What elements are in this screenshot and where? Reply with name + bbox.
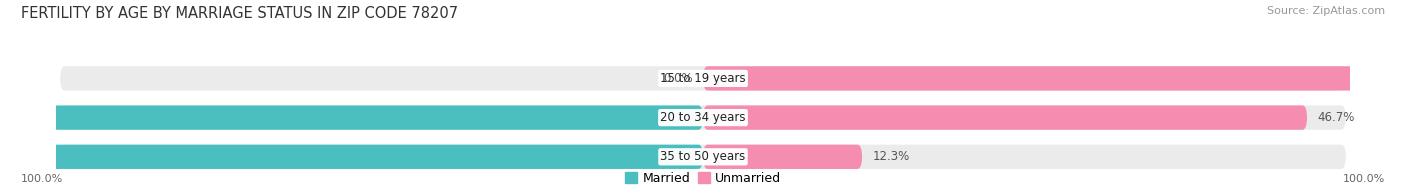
- Text: 15 to 19 years: 15 to 19 years: [661, 72, 745, 85]
- FancyBboxPatch shape: [60, 105, 1346, 130]
- FancyBboxPatch shape: [0, 145, 703, 169]
- FancyBboxPatch shape: [14, 105, 703, 130]
- Text: 53.3%: 53.3%: [18, 111, 56, 124]
- Text: 100.0%: 100.0%: [1343, 174, 1385, 184]
- Text: 0.0%: 0.0%: [664, 72, 693, 85]
- FancyBboxPatch shape: [60, 66, 1346, 91]
- Text: FERTILITY BY AGE BY MARRIAGE STATUS IN ZIP CODE 78207: FERTILITY BY AGE BY MARRIAGE STATUS IN Z…: [21, 6, 458, 21]
- Text: 100.0%: 100.0%: [21, 174, 63, 184]
- Text: 20 to 34 years: 20 to 34 years: [661, 111, 745, 124]
- FancyBboxPatch shape: [703, 145, 862, 169]
- FancyBboxPatch shape: [60, 145, 1346, 169]
- Text: Source: ZipAtlas.com: Source: ZipAtlas.com: [1267, 6, 1385, 16]
- Text: 12.3%: 12.3%: [873, 150, 910, 163]
- FancyBboxPatch shape: [703, 105, 1308, 130]
- FancyBboxPatch shape: [703, 66, 1406, 91]
- Text: 35 to 50 years: 35 to 50 years: [661, 150, 745, 163]
- Text: 46.7%: 46.7%: [1317, 111, 1355, 124]
- Legend: Married, Unmarried: Married, Unmarried: [620, 167, 786, 190]
